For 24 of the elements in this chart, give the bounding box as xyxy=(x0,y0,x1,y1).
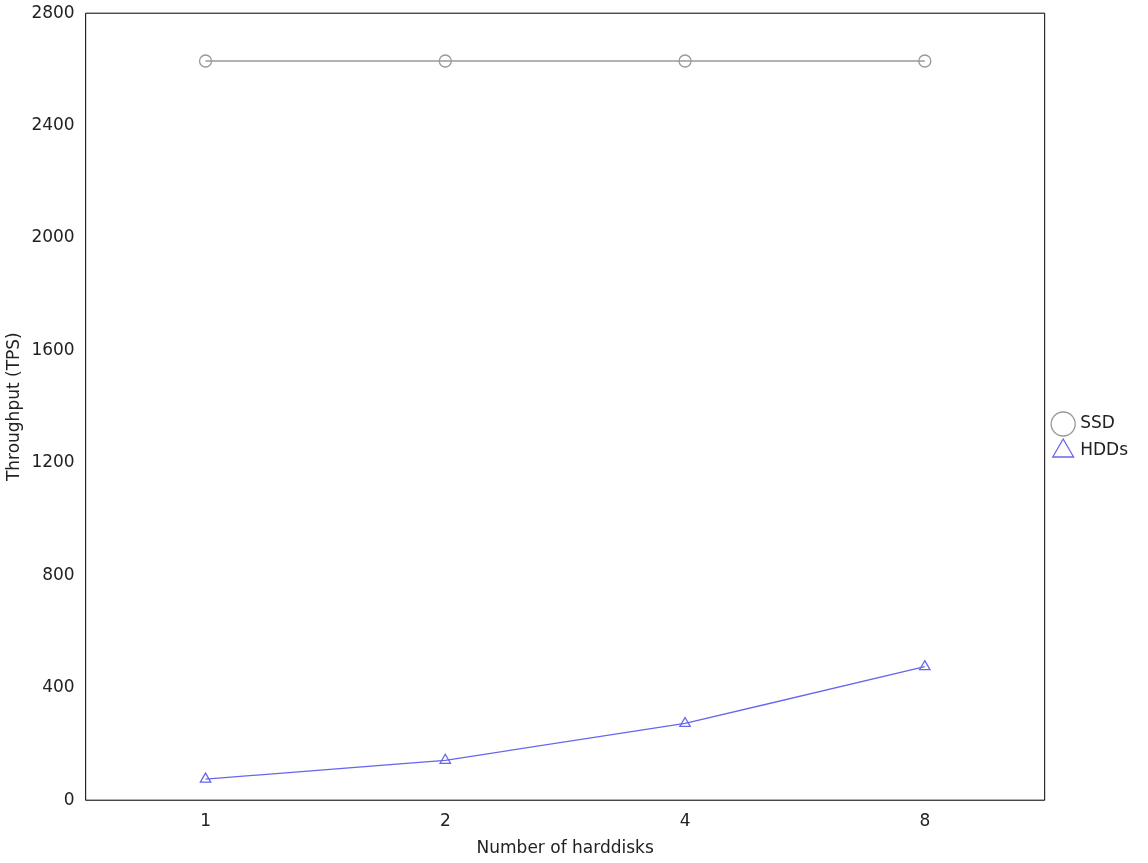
x-axis-title: Number of harddisks xyxy=(476,837,654,858)
y-tick-label: 1600 xyxy=(31,338,75,359)
x-tick-label: 1 xyxy=(200,809,211,830)
point xyxy=(679,716,691,728)
y-tick-label: 1200 xyxy=(31,451,75,472)
point xyxy=(438,54,452,68)
point xyxy=(198,54,213,68)
legend-label: SSD xyxy=(1080,412,1115,433)
y-tick-label: 800 xyxy=(42,563,75,584)
y-tick-label: 2400 xyxy=(31,114,75,135)
y-axis-title: Throughput (TPS) xyxy=(2,332,23,483)
y-tick-label: 0 xyxy=(63,788,75,809)
point xyxy=(918,660,931,671)
point xyxy=(918,54,932,68)
y-tick-label: 2800 xyxy=(31,1,75,22)
point xyxy=(199,772,212,783)
legend-label: HDDs xyxy=(1080,439,1129,460)
x-tick-label: 4 xyxy=(679,809,691,830)
x-tick-label: 2 xyxy=(439,809,451,830)
y-tick-label: 400 xyxy=(42,676,75,697)
y-tick-label: 2000 xyxy=(31,226,75,247)
point xyxy=(439,753,452,764)
x-tick-label: 8 xyxy=(919,809,931,830)
point xyxy=(678,54,692,68)
